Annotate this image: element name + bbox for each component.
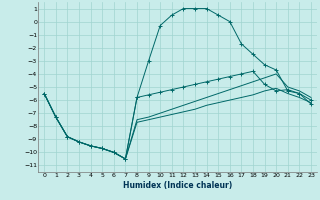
X-axis label: Humidex (Indice chaleur): Humidex (Indice chaleur) xyxy=(123,181,232,190)
